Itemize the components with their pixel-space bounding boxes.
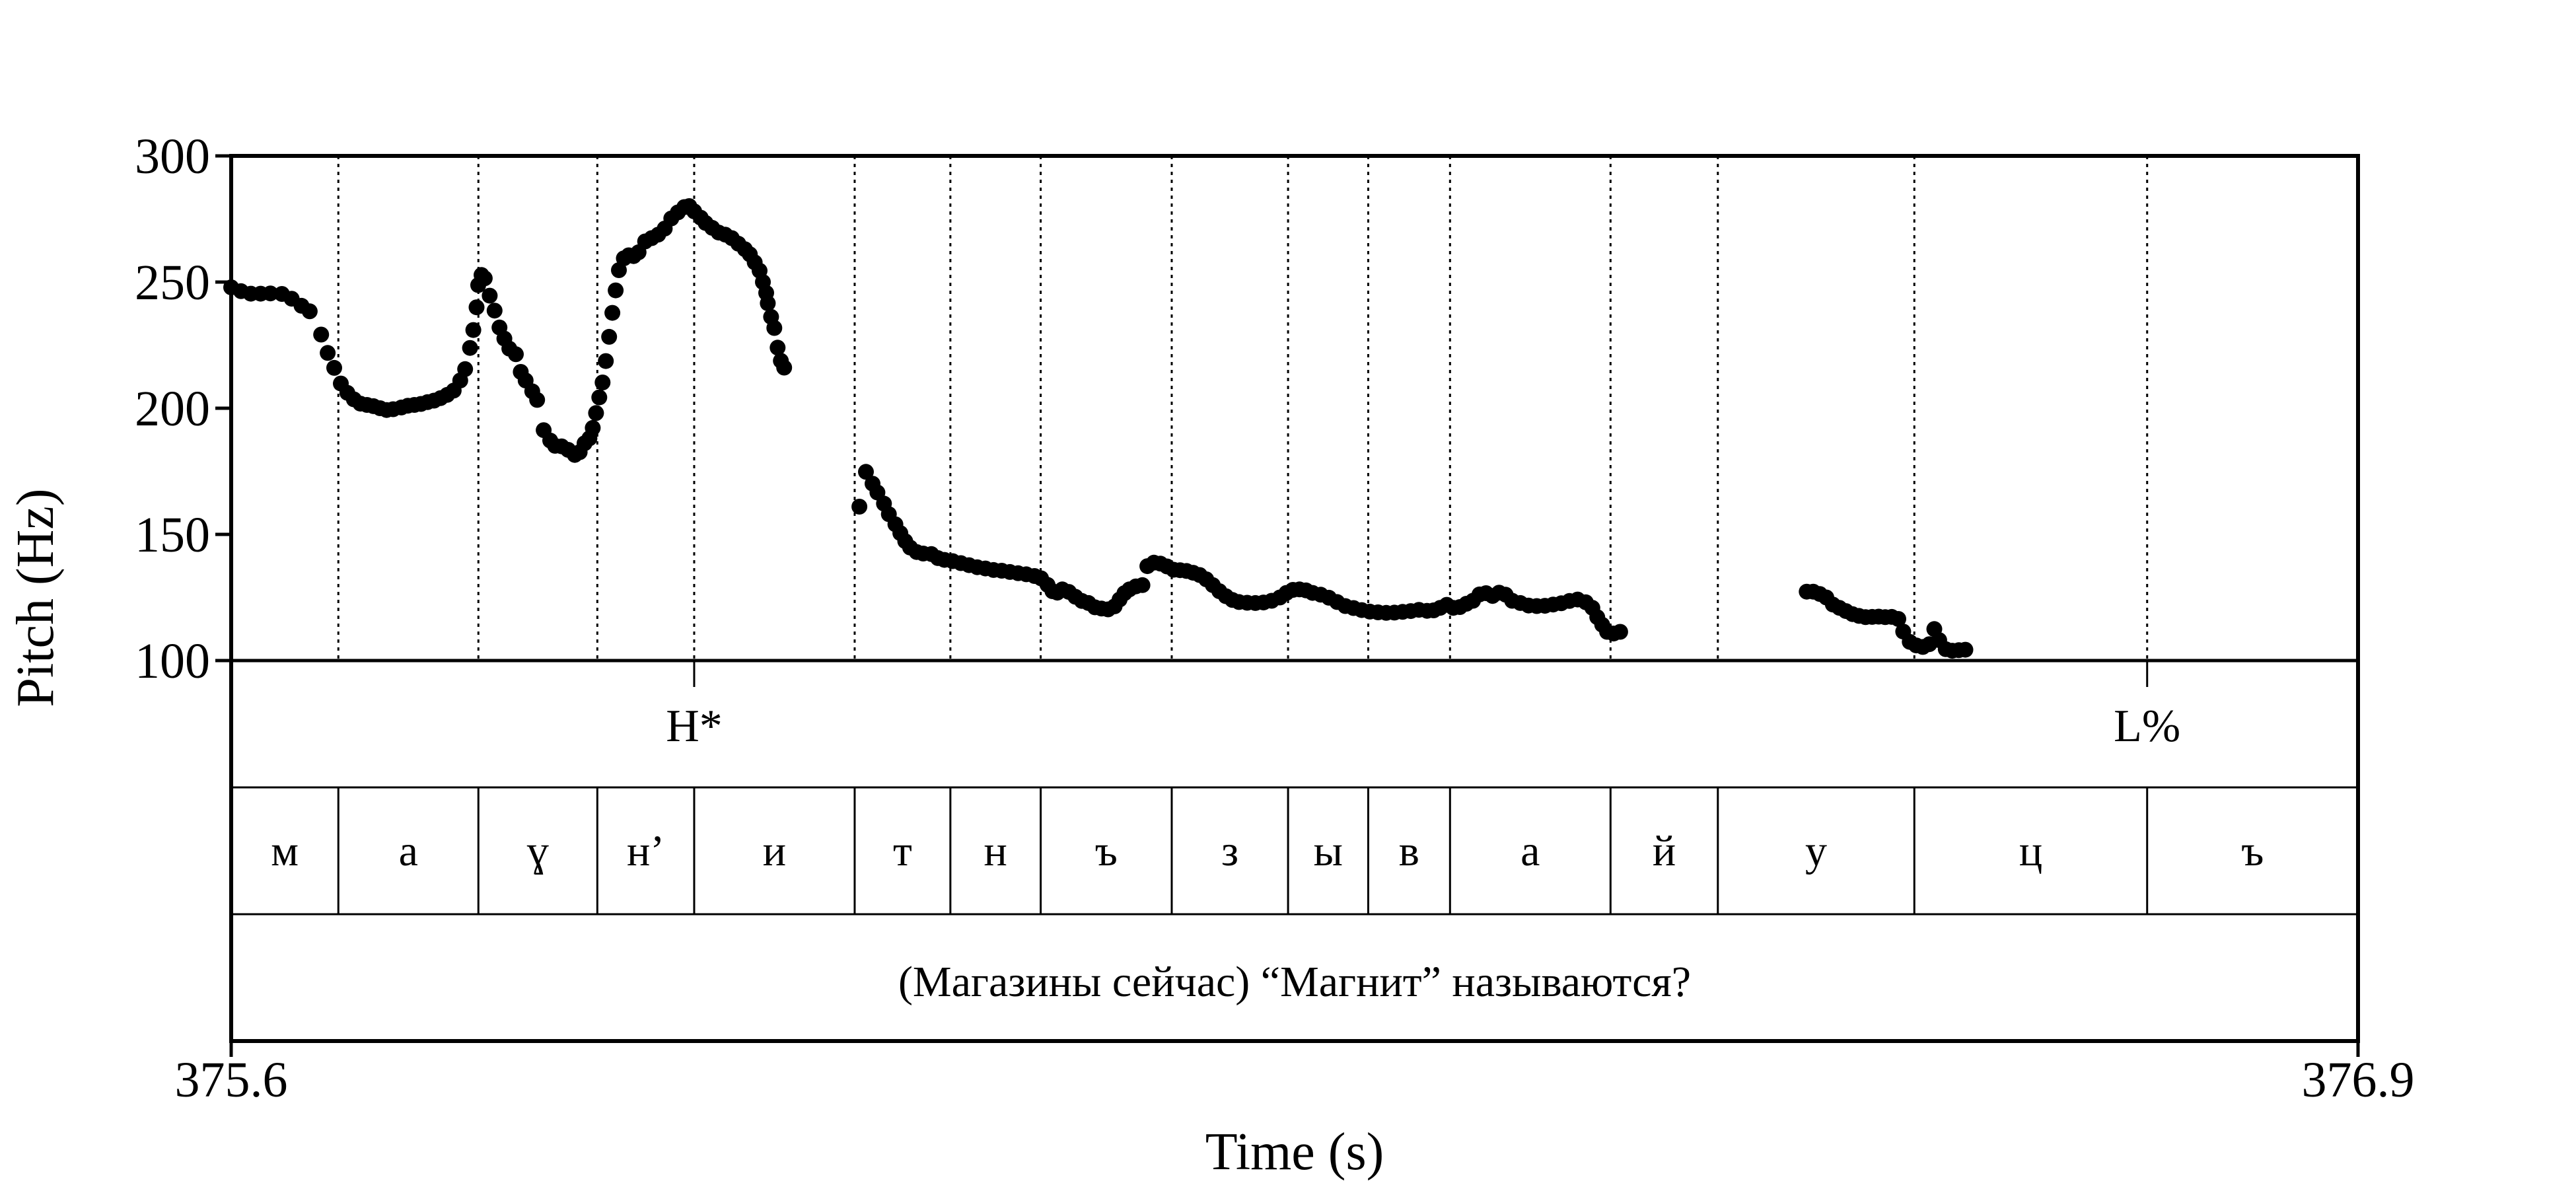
pitch-point	[529, 392, 546, 408]
pitch-point	[601, 328, 618, 345]
sentence-tier: (Магазины сейчас) “Магнит” называются?	[230, 913, 2359, 1042]
pitch-point	[320, 345, 336, 361]
tone-marks: H* L%	[666, 661, 2180, 752]
pitch-point	[591, 389, 608, 406]
x-axis-label: Time (s)	[1205, 1123, 1384, 1181]
pitch-point	[585, 419, 601, 436]
segment-label: з	[1221, 827, 1238, 875]
pitch-point	[326, 359, 342, 376]
y-axis: 300 250 200 150 100	[135, 129, 231, 689]
segment-label: в	[1399, 827, 1419, 875]
y-tick-label: 250	[135, 255, 210, 310]
segment-label: и	[763, 827, 786, 875]
pitch-point	[769, 340, 786, 356]
y-tick-label: 150	[135, 507, 210, 563]
y-axis-label: Pitch (Hz)	[7, 488, 65, 707]
segment-label: м	[271, 827, 299, 875]
pitch-point	[760, 295, 776, 312]
pitch-point	[468, 299, 485, 316]
segment-cells: м а ɣ н’ и т н ъ з ы в а й у ц ъ	[271, 787, 2264, 914]
pitch-point	[1890, 611, 1906, 627]
pitch-point	[598, 353, 614, 369]
pitch-point	[508, 346, 524, 363]
y-tick-label: 100	[135, 633, 210, 689]
pitch-point	[766, 320, 783, 336]
tone-tier-frame	[230, 659, 2359, 789]
pitch-point	[301, 303, 318, 320]
pitch-point	[604, 305, 621, 321]
x-tick-label-end: 376.9	[2302, 1052, 2415, 1108]
segment-label: ы	[1314, 827, 1343, 875]
pitch-point	[608, 282, 624, 299]
pitch-point	[588, 405, 604, 421]
pitch-point	[313, 326, 330, 343]
segment-label: у	[1805, 827, 1827, 875]
pitch-point	[465, 322, 482, 338]
pitch-point	[776, 359, 793, 376]
pitch-point	[262, 285, 279, 302]
segment-label: н’	[627, 827, 664, 875]
pitch-point	[462, 340, 478, 356]
segment-label: ɣ	[527, 827, 549, 875]
segment-label: а	[399, 827, 418, 875]
tone-tier: H* L%	[230, 659, 2359, 789]
segment-label: ъ	[2241, 827, 2264, 875]
pitch-point	[486, 303, 503, 319]
sentence-text: (Магазины сейчас) “Магнит” называются?	[898, 958, 1691, 1006]
pitch-point	[858, 464, 874, 480]
pitch-point	[851, 499, 868, 515]
figure-outer-frame	[229, 154, 2360, 1043]
segment-label: н	[984, 827, 1007, 875]
segment-label: т	[893, 827, 912, 875]
pitch-point	[1134, 577, 1151, 593]
x-axis: 375.6 376.9 Time (s)	[175, 1041, 2415, 1181]
segment-boundary-lines	[337, 156, 2149, 661]
segment-label: ъ	[1095, 827, 1118, 875]
segment-label: а	[1521, 827, 1540, 875]
pitch-point	[482, 287, 498, 304]
tone-label: H*	[666, 701, 723, 752]
segment-label: й	[1653, 827, 1676, 875]
pitch-point	[457, 361, 474, 377]
pitch-point	[594, 375, 611, 390]
segment-tier: м а ɣ н’ и т н ъ з ы в а й у ц ъ	[230, 786, 2359, 916]
pitch-point	[1612, 624, 1628, 640]
tone-label: L%	[2114, 701, 2180, 752]
x-tick-label-start: 375.6	[175, 1052, 288, 1108]
y-tick-label: 200	[135, 381, 210, 437]
segment-label: ц	[2019, 827, 2042, 875]
pitch-point	[1957, 641, 1974, 658]
pitch-point	[476, 270, 493, 287]
y-tick-label: 300	[135, 129, 210, 184]
pitch-track	[223, 198, 1974, 659]
